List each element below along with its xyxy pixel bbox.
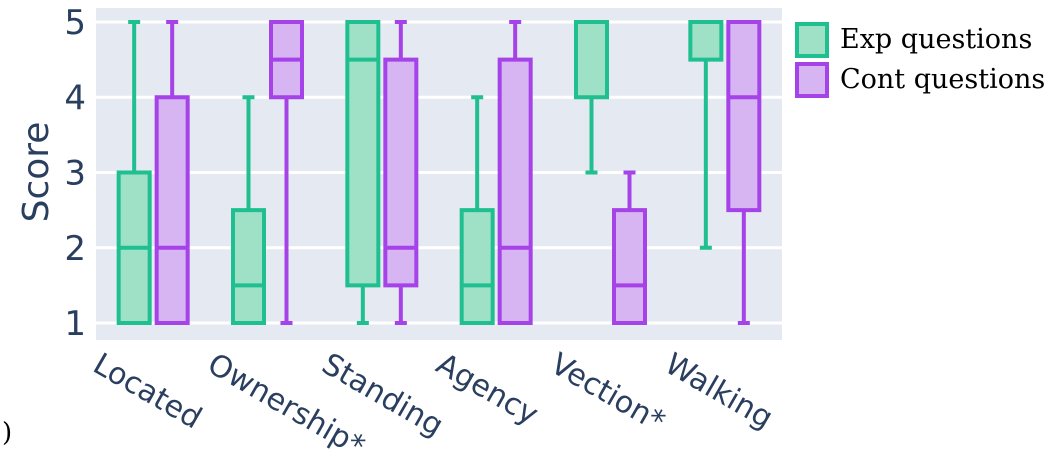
iqr-box bbox=[231, 208, 266, 325]
box-series-layer bbox=[116, 20, 762, 325]
x-tick-walking: Walking bbox=[659, 347, 779, 436]
box-cont-located bbox=[154, 20, 190, 325]
legend-item-exp[interactable]: Exp questions bbox=[795, 22, 1032, 58]
legend-item-cont[interactable]: Cont questions bbox=[795, 62, 1045, 98]
stray-parenthesis: ) bbox=[2, 418, 13, 448]
y-tick-5: 5 bbox=[64, 3, 86, 43]
iqr-box bbox=[459, 208, 495, 325]
box-cont-walking bbox=[726, 20, 762, 325]
y-tick-4: 4 bbox=[64, 78, 86, 118]
legend-swatch bbox=[795, 22, 829, 58]
iqr-box bbox=[154, 95, 190, 325]
y-tick-3: 3 bbox=[64, 154, 86, 194]
box-exp-located bbox=[116, 20, 152, 325]
box-cont-agency bbox=[497, 20, 533, 325]
iqr-box bbox=[688, 20, 724, 62]
box-cont-ownership bbox=[269, 20, 304, 325]
box-exp-standing bbox=[345, 20, 381, 325]
x-tick-located: Located bbox=[87, 347, 207, 437]
legend-label: Cont questions bbox=[840, 64, 1045, 95]
box-cont-standing bbox=[383, 20, 419, 325]
iqr-box bbox=[574, 20, 609, 100]
x-tick-agency: Agency bbox=[430, 347, 544, 433]
iqr-box bbox=[612, 208, 647, 325]
iqr-box bbox=[726, 20, 762, 213]
legend-label: Exp questions bbox=[840, 24, 1032, 55]
box-exp-agency bbox=[459, 95, 495, 325]
box-exp-ownership bbox=[231, 95, 266, 325]
iqr-box bbox=[345, 20, 381, 288]
y-tick-2: 2 bbox=[64, 229, 86, 269]
box-cont-vection bbox=[612, 170, 647, 325]
grid-lines bbox=[96, 20, 782, 325]
box-exp-walking bbox=[688, 20, 724, 250]
box-exp-vection bbox=[574, 20, 609, 175]
x-tick-vection: Vection* bbox=[545, 347, 671, 440]
iqr-box bbox=[383, 57, 419, 288]
legend: Exp questions Cont questions bbox=[795, 22, 1045, 98]
y-axis-label: Score bbox=[16, 122, 57, 223]
y-tick-1: 1 bbox=[64, 304, 86, 344]
iqr-box bbox=[497, 57, 533, 325]
y-tick-labels: 1 2 3 4 5 bbox=[64, 3, 86, 344]
legend-swatch bbox=[795, 62, 829, 98]
